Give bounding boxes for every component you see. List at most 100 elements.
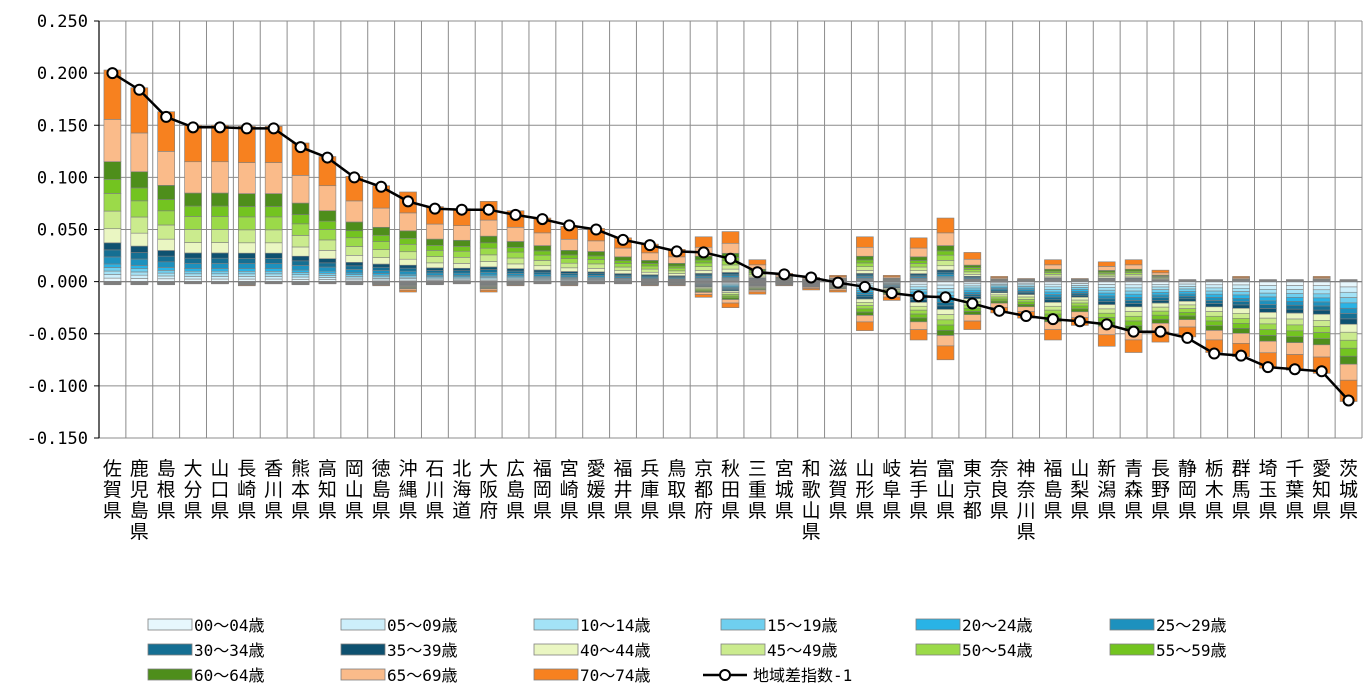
bar-segment	[1259, 296, 1277, 302]
bar-segment	[909, 313, 928, 319]
category-label: 沖縄県	[399, 458, 418, 522]
legend-item: 15～19歳	[720, 616, 838, 635]
bar-segment	[587, 251, 605, 257]
bar-segment	[1071, 296, 1089, 301]
bar-segment	[372, 257, 390, 265]
bar-segment	[1339, 323, 1358, 333]
bar-segment	[560, 250, 579, 256]
category-label: 福島県	[1043, 458, 1062, 522]
bar-segment	[1178, 279, 1197, 281]
bar-segment	[963, 311, 982, 315]
bar-segment	[103, 210, 122, 230]
bar-segment	[1097, 261, 1116, 267]
bar-segment	[856, 270, 874, 274]
bar-segment	[1178, 288, 1197, 292]
bar-segment	[936, 329, 955, 336]
bar-segment	[1312, 281, 1331, 287]
bar-segment	[909, 270, 928, 274]
bar-segment	[264, 193, 283, 207]
bar-segment	[211, 192, 229, 207]
bar-segment	[291, 276, 310, 280]
bar-segment	[1071, 278, 1089, 280]
bar-segment	[856, 305, 874, 310]
bar-segment	[721, 302, 740, 308]
bar-segment	[506, 263, 525, 269]
bar-segment	[237, 216, 256, 231]
legend-swatch	[147, 618, 193, 631]
line-point	[160, 110, 173, 123]
bar-segment	[936, 254, 955, 261]
y-tick-label: -0.100	[27, 377, 88, 397]
legend-swatch	[533, 643, 579, 656]
bar-segment	[264, 252, 283, 259]
bar-segment	[237, 206, 256, 218]
bar-segment	[1205, 284, 1224, 289]
bar-segment	[318, 229, 337, 241]
bar-segment	[1017, 296, 1035, 300]
bar-segment	[936, 250, 955, 256]
bar-segment	[1232, 313, 1250, 319]
bar-segment	[479, 247, 498, 256]
bar-segment	[560, 254, 579, 259]
bar-segment	[1044, 296, 1062, 301]
bar-segment	[1312, 344, 1331, 358]
bar-segment	[479, 289, 498, 293]
bar-segment	[1124, 287, 1143, 292]
bar-segment	[990, 300, 1009, 304]
bar-segment	[1071, 302, 1089, 307]
bar-segment	[882, 275, 901, 278]
legend-swatch	[340, 643, 386, 656]
bar-segment	[211, 205, 229, 217]
bar-segment	[1178, 298, 1197, 302]
bar-segment	[184, 192, 202, 207]
bar-segment	[1232, 318, 1250, 324]
bar-segment	[1151, 306, 1170, 312]
bar-segment	[318, 266, 337, 272]
bar-segment	[372, 263, 390, 268]
bar-segment	[399, 270, 417, 275]
bar-segment	[1232, 323, 1250, 329]
bar-segment	[936, 309, 955, 315]
bar-segment	[1044, 291, 1062, 295]
bar-segment	[1286, 279, 1304, 281]
bar-segment	[641, 284, 659, 287]
bar-segment	[1151, 269, 1170, 274]
bar-segment	[184, 268, 202, 272]
bar-segment	[1286, 342, 1304, 355]
bar-segment	[1151, 318, 1170, 324]
category-label: 京都府	[694, 458, 713, 522]
bar-segment	[452, 246, 471, 252]
bar-segment	[936, 260, 955, 267]
bar-segment	[372, 266, 390, 271]
bar-segment	[318, 275, 337, 278]
legend-swatch	[533, 618, 579, 631]
category-label: 徳島県	[372, 458, 391, 522]
bar-segment	[1178, 283, 1197, 287]
bar-segment	[1205, 320, 1224, 327]
bar-segment	[1178, 304, 1197, 309]
bar-segment	[1339, 363, 1358, 381]
category-label: 島根県	[157, 458, 176, 522]
line-point	[482, 203, 495, 216]
bar-segment	[533, 269, 552, 273]
line-point	[643, 239, 656, 252]
bar-segment	[1286, 289, 1304, 294]
bar-segment	[1232, 298, 1250, 302]
bar-segment	[909, 260, 928, 264]
bar-segment	[963, 285, 982, 289]
bar-segment	[748, 291, 767, 295]
category-label: 宮崎県	[560, 458, 579, 522]
bar-segment	[103, 179, 122, 194]
bar-segment	[426, 238, 444, 246]
bar-segment	[506, 268, 525, 272]
line-layer	[106, 67, 1355, 407]
bar-segment	[291, 223, 310, 236]
bar-segment	[103, 274, 122, 279]
bar-segment	[237, 162, 256, 194]
bar-segment	[1071, 299, 1089, 304]
line-point	[1235, 349, 1248, 362]
legend-label: 05～09歳	[387, 616, 458, 635]
bar-segment	[399, 230, 417, 239]
bar-segment	[909, 321, 928, 330]
category-label: 愛知県	[1312, 458, 1331, 522]
